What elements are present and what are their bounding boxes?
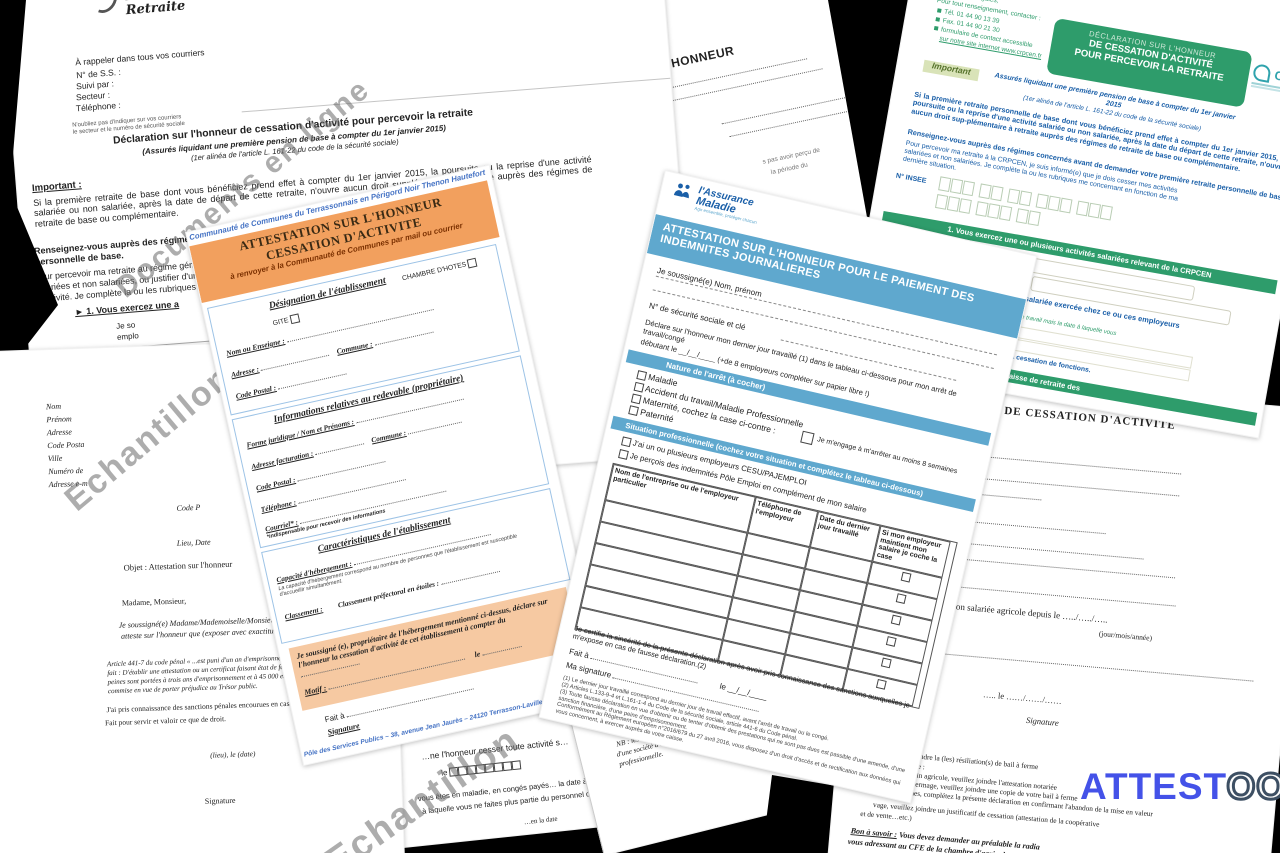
bottom-date: …en la date	[523, 814, 558, 827]
letter-sender-prenom: Prénom	[46, 414, 72, 425]
letter-signature: Signature	[204, 795, 236, 806]
retraite-logo: l'Assurance Retraite	[94, 0, 211, 22]
simple-frag1: s pas avoir perçu de	[761, 146, 821, 166]
agricole-le: ….. le ……/……/……	[982, 689, 1063, 706]
maladie-row-checkbox[interactable]	[900, 571, 912, 583]
retraite-field-tel: Téléphone :	[75, 99, 122, 114]
maladie-engage-checkbox[interactable]	[800, 430, 815, 446]
crpcen-logo: CRPCEN	[1250, 63, 1280, 100]
crpcen-insee-label: N° INSEE	[895, 172, 927, 185]
bullet-icon	[933, 26, 939, 31]
maladie-logo: l'Assurance Maladie Agir ensemble, proté…	[668, 179, 762, 226]
orange-gite-checkbox[interactable]	[289, 313, 301, 325]
maladie-arret-checkbox[interactable]	[630, 393, 642, 405]
orange-fact-line[interactable]	[313, 436, 365, 456]
doc-assurance-retraite: l'Assurance Retraite À rappeler dans tou…	[0, 0, 701, 506]
orange-cp-line[interactable]	[276, 366, 347, 390]
maladie-row-checkbox[interactable]	[880, 657, 892, 668]
attestoo-logo-blue: ATTEST	[1080, 766, 1227, 807]
agricole-remark: et de vente…etc.)	[859, 808, 913, 823]
orange-signature: Signature	[326, 721, 361, 737]
maladie-row-checkbox[interactable]	[895, 592, 907, 604]
letter-sender-cp: Code Posta	[47, 439, 85, 451]
orange-chambre-checkbox[interactable]	[467, 257, 478, 269]
crpcen-swirl-icon	[1251, 63, 1272, 84]
letter-lieu-date: Lieu, Date	[176, 537, 211, 548]
maladie-row-checkbox[interactable]	[875, 678, 887, 690]
attestoo-logo: ATTESTOO	[1080, 766, 1280, 807]
bullet-icon	[936, 8, 942, 14]
letter-sender-adresse: Adresse	[46, 427, 73, 438]
attestoo-logo-rings: OO	[1225, 766, 1280, 807]
orange-adresse-line[interactable]	[259, 347, 330, 371]
orange-etoiles-line[interactable]	[439, 564, 500, 585]
retraite-important: Important :	[31, 179, 82, 195]
maladie-row-checkbox[interactable]	[885, 635, 897, 647]
letter-salutation: Madame, Monsieur,	[121, 596, 187, 608]
retraite-frag-je: Je so	[115, 320, 136, 331]
letter-servir: Fait pour servir et valoir ce que de dro…	[104, 714, 227, 728]
letter-lieu2: (lieu), le (date)	[210, 749, 256, 760]
orange-chambre: CHAMBRE D'HOTES	[401, 257, 478, 283]
agricole-jma: (jour/mois/année)	[1098, 628, 1153, 643]
maladie-arret-checkbox[interactable]	[633, 382, 645, 393]
orange-gite: GITE	[272, 313, 301, 328]
assurance-retraite-icon	[94, 0, 122, 22]
orange-commune-line[interactable]	[373, 324, 434, 346]
bullet-icon	[935, 17, 941, 23]
letter-dest-cp: Code P	[176, 502, 201, 513]
retraite-section1: ► 1. Vous exercez une a	[74, 298, 180, 318]
maladie-arret-checkbox[interactable]	[628, 405, 639, 417]
simple-frag2: la période du	[770, 161, 809, 177]
maladie-arret-checkbox[interactable]	[636, 370, 648, 382]
doc-assurance-maladie: l'Assurance Maladie Agir ensemble, proté…	[538, 170, 1038, 804]
retraite-logo-line2: Retraite	[125, 0, 186, 18]
retraite-recall: À rappeler dans tous vos courriers	[74, 47, 205, 68]
maladie-sit-checkbox[interactable]	[618, 449, 629, 460]
letter-sender-ville: Ville	[47, 453, 63, 464]
orange-commune2-line[interactable]	[406, 414, 463, 435]
letter-sender-nom: Nom	[45, 401, 62, 412]
orange-le-line[interactable]	[480, 639, 522, 656]
retraite-frag-emplo: emplo	[116, 331, 140, 342]
retraite-stray-line	[241, 77, 671, 113]
maladie-sit-checkbox[interactable]	[620, 436, 632, 448]
assurance-maladie-icon	[668, 179, 696, 211]
agricole-signature: Signature	[1025, 714, 1060, 728]
letter-objet: Objet : Attestation sur l'honneur	[123, 558, 233, 573]
maladie-row-checkbox[interactable]	[890, 614, 902, 626]
crpcen-important-badge: Important	[922, 59, 980, 82]
